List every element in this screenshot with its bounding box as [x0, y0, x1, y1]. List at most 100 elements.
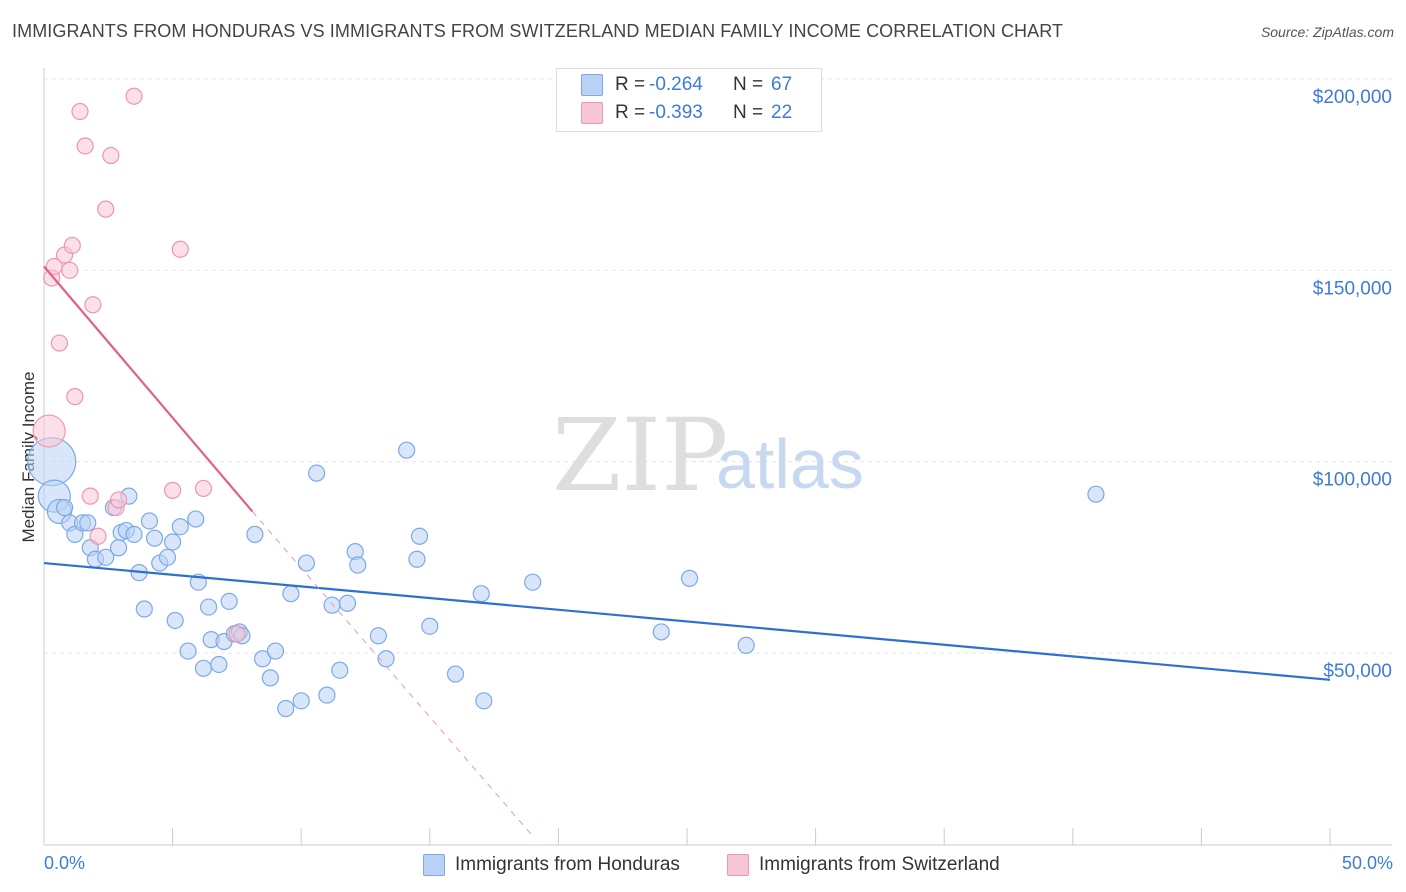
- data-point: [125, 525, 143, 543]
- series-swatch-honduras: [423, 854, 445, 876]
- data-point: [369, 627, 387, 645]
- chart-source: Source: ZipAtlas.com: [1260, 24, 1394, 40]
- y-tick-labels: $50,000 $100,000 $150,000 $200,000: [1313, 87, 1392, 682]
- correlation-legend: R = -0.264 N = 67 R = -0.393 N = 22: [556, 68, 822, 132]
- data-point: [140, 512, 159, 530]
- data-point: [349, 556, 367, 574]
- data-point: [398, 441, 416, 459]
- data-point: [282, 585, 300, 603]
- data-point: [125, 87, 143, 105]
- data-point: [1087, 485, 1105, 503]
- data-point: [472, 585, 490, 603]
- data-point: [164, 481, 182, 499]
- legend-r-value: -0.264: [649, 74, 703, 95]
- data-point: [331, 661, 349, 679]
- data-point: [79, 514, 97, 532]
- data-point: [84, 296, 102, 314]
- watermark: ZIP atlas: [552, 397, 864, 514]
- data-point: [32, 414, 66, 448]
- legend-swatch-switzerland: [581, 102, 603, 124]
- x-ticks: [43, 828, 1331, 845]
- series-honduras-points: [27, 437, 1105, 718]
- legend-n-label: N =: [733, 102, 764, 123]
- data-point: [254, 650, 272, 668]
- legend-r-label: R =: [615, 74, 646, 95]
- x-tick-label: 0.0%: [44, 853, 85, 873]
- legend-n-value: 22: [771, 102, 793, 123]
- series-label-switzerland: Immigrants from Switzerland: [759, 854, 1000, 875]
- data-point: [61, 261, 79, 279]
- data-point: [109, 539, 128, 557]
- data-point: [50, 334, 69, 352]
- series-switzerland-points: [32, 87, 246, 643]
- data-point: [410, 527, 429, 545]
- chart-title: IMMIGRANTS FROM HONDURAS VS IMMIGRANTS F…: [12, 21, 1064, 41]
- legend-r-value: -0.393: [649, 102, 703, 123]
- data-point: [737, 636, 755, 654]
- data-point: [171, 518, 189, 536]
- data-point: [63, 236, 81, 255]
- watermark-atlas: atlas: [716, 425, 864, 503]
- data-point: [71, 102, 89, 121]
- data-point: [89, 527, 107, 545]
- series-legend-honduras: Immigrants from Honduras: [423, 852, 680, 878]
- data-point: [266, 642, 285, 660]
- data-point: [524, 573, 542, 591]
- data-point: [246, 525, 264, 543]
- trend-line-switzerland: [43, 265, 254, 513]
- data-point: [76, 137, 94, 155]
- data-point: [408, 550, 426, 568]
- data-point: [652, 623, 670, 641]
- data-point: [187, 510, 205, 528]
- trend-lines: [43, 265, 1331, 837]
- data-point: [97, 548, 115, 566]
- series-label-honduras: Immigrants from Honduras: [455, 854, 680, 875]
- data-point: [145, 529, 164, 547]
- data-point: [171, 240, 189, 258]
- x-tick-labels: 0.0% 50.0%: [44, 853, 1393, 873]
- trend-line-honduras: [43, 561, 1331, 681]
- data-point: [297, 554, 315, 572]
- legend-n-label: N =: [733, 74, 764, 95]
- data-point: [179, 642, 197, 660]
- data-point: [81, 487, 99, 505]
- series-legend: Immigrants from Honduras Immigrants from…: [0, 852, 1406, 878]
- data-point: [680, 569, 699, 587]
- data-point: [55, 498, 74, 517]
- data-point: [164, 533, 182, 551]
- watermark-zip: ZIP: [552, 397, 728, 514]
- data-point: [421, 617, 439, 635]
- data-points: [27, 87, 1105, 718]
- data-point: [200, 598, 218, 616]
- data-point: [446, 665, 465, 683]
- data-point: [228, 625, 246, 643]
- legend-n-value: 67: [771, 74, 793, 95]
- legend-r-label: R =: [615, 102, 646, 123]
- y-tick-label: $50,000: [1323, 661, 1392, 682]
- data-point: [318, 686, 336, 704]
- data-point: [158, 548, 177, 566]
- data-point: [323, 596, 341, 614]
- data-point: [194, 479, 213, 498]
- series-swatch-switzerland: [727, 854, 749, 876]
- legend-swatch-honduras: [581, 74, 603, 96]
- data-point: [338, 594, 357, 612]
- y-tick-label: $200,000: [1313, 87, 1392, 108]
- data-point: [109, 491, 128, 509]
- data-point: [220, 592, 238, 610]
- data-point: [377, 650, 395, 668]
- data-point: [308, 464, 326, 482]
- y-tick-label: $150,000: [1313, 278, 1392, 299]
- data-point: [166, 611, 184, 630]
- data-point: [194, 659, 213, 677]
- data-point: [475, 692, 493, 710]
- data-point: [210, 655, 228, 674]
- data-point: [261, 669, 279, 687]
- data-point: [97, 200, 115, 218]
- series-legend-switzerland: Immigrants from Switzerland: [727, 852, 1000, 878]
- data-point: [277, 699, 295, 718]
- y-tick-label: $100,000: [1313, 470, 1392, 491]
- x-tick-label: 50.0%: [1342, 853, 1393, 873]
- trend-extension-switzerland: [251, 511, 534, 837]
